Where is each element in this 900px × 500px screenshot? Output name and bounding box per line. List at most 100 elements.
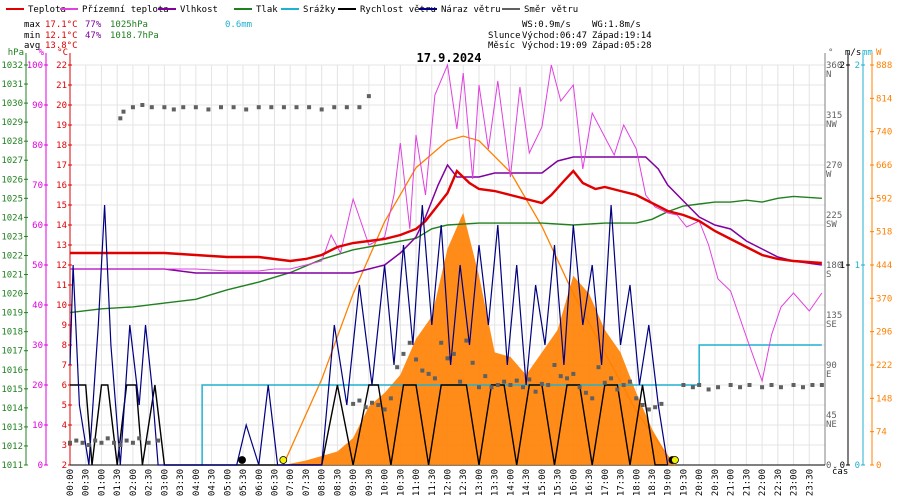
tick-label-pressure: 1019 [1,309,23,319]
tick-label-humidity: 80 [32,141,43,151]
x-tick-label: 06:00 [255,469,265,496]
tick-label-solar: 740 [876,128,892,138]
wind-dir-point [439,340,444,345]
tick-label-solar: 296 [876,328,892,338]
wind-dir-point [640,403,645,407]
wind-dir-point [615,387,620,392]
wind-dir-point [690,385,695,390]
grid [69,64,826,466]
wind-dir-point [432,376,437,381]
tick-label-solar: 666 [876,161,892,171]
wind-dir-point [420,368,425,373]
stats-avg-temp: 13.8°C [45,41,78,51]
wind-dir-point [514,378,519,383]
wind-dir-point [546,383,551,387]
wind-dir-point [256,105,261,110]
left-axes: hPa1011101210131014101510161017101810191… [1,48,72,471]
x-tick-label: 02:00 [129,469,139,496]
wind-dir-point [791,383,796,387]
wind-dir-point [307,105,312,110]
x-tick-label: 07:00 [286,469,296,496]
wind-dir-point [118,443,123,447]
tick-label-temperature: 5 [62,401,67,411]
tick-label-temperature: 7 [62,361,67,371]
wind-dir-point [470,360,475,365]
x-tick-label: 21:00 [727,469,737,496]
x-tick-label: 16:30 [585,469,595,496]
tick-label-temperature: 18 [56,141,67,151]
wind-dir-point [571,371,576,376]
tick-label-rain: 0 [855,461,860,471]
legend-label-pressure: Tlak [256,5,278,15]
tick-label-humidity: 70 [32,181,43,191]
tick-label-wind-dir: 180 [826,261,842,271]
tick-label-pressure: 1028 [1,137,23,147]
x-tick-label: 03:00 [160,469,170,496]
wind-dir-point [162,105,167,110]
tick-label-pressure: 1031 [1,80,23,90]
x-tick-label: 11:00 [412,469,422,496]
x-tick-label: 00:00 [66,469,76,496]
wind-dir-point [646,407,651,412]
x-tick-label: 15:30 [554,469,564,496]
stats-min-hum: 47% [85,31,102,41]
tick-label-wind-dir-compass: E [826,370,831,380]
tick-label-pressure: 1022 [1,251,23,261]
wind-dir-point [124,438,129,443]
x-tick-label: 10:00 [381,469,391,496]
tick-label-pressure: 1014 [1,404,23,414]
tick-label-solar: 888 [876,61,892,71]
wind-dir-point [552,363,557,367]
tick-label-temperature: 17 [56,161,67,171]
x-tick-label: 13:30 [491,469,501,496]
wind-dir-point [231,105,236,110]
wind-dir-point [653,405,658,410]
series-layer [68,63,824,466]
x-tick-label: 05:30 [239,469,249,496]
wind-dir-point [140,103,145,107]
x-tick-label: 23:00 [790,469,800,496]
tick-label-pressure: 1021 [1,271,23,281]
x-tick-label: 03:30 [176,469,186,496]
wind-dir-point [800,385,805,390]
legend-label-humidity: Vlhkost [180,5,218,15]
series-humidity [70,156,823,274]
tick-label-solar: 74 [876,428,887,438]
tick-label-temperature: 8 [62,341,67,351]
tick-label-temperature: 10 [56,301,67,311]
tick-label-wind-dir-compass: W [826,170,832,180]
tick-label-temperature: 21 [56,81,67,91]
tick-label-wind-dir-compass: NW [826,120,837,130]
tick-label-wind-dir: 360 [826,61,842,71]
legend-label-wind_speed: Rychlost větru [360,5,436,15]
tick-label-temperature: 19 [56,121,67,131]
tick-label-pressure: 1015 [1,385,23,395]
wind-dir-point [344,105,349,110]
x-tick-label: 14:00 [506,469,516,496]
stats-max-label: max [24,20,41,30]
tick-label-humidity: 50 [32,261,43,271]
tick-label-temperature: 11 [56,281,67,291]
axis-label-rain: mm [862,48,873,58]
wind-dir-point [627,379,632,384]
wind-dir-point [760,385,765,390]
wind-dir-point [93,438,98,443]
series-feels_like [70,63,823,383]
tick-label-humidity: 30 [32,341,43,351]
tick-label-pressure: 1026 [1,175,23,185]
tick-label-pressure: 1029 [1,118,23,128]
wind-dir-point [590,396,595,401]
tick-label-solar: 370 [876,294,892,304]
x-tick-label: 23:30 [805,469,815,496]
stats-min-label: min [24,31,40,41]
wind-dir-point [769,383,774,387]
wind-dir-point [451,351,456,356]
wind-dir-point [294,105,299,110]
tick-label-rain: 2 [855,61,860,71]
wind-dir-point [483,374,488,379]
tick-label-temperature: 12 [56,261,67,271]
x-axis-label: čas [832,466,848,477]
wind-dir-point [149,105,154,110]
wind-dir-point [565,376,570,381]
wind-dir-point [681,383,686,387]
